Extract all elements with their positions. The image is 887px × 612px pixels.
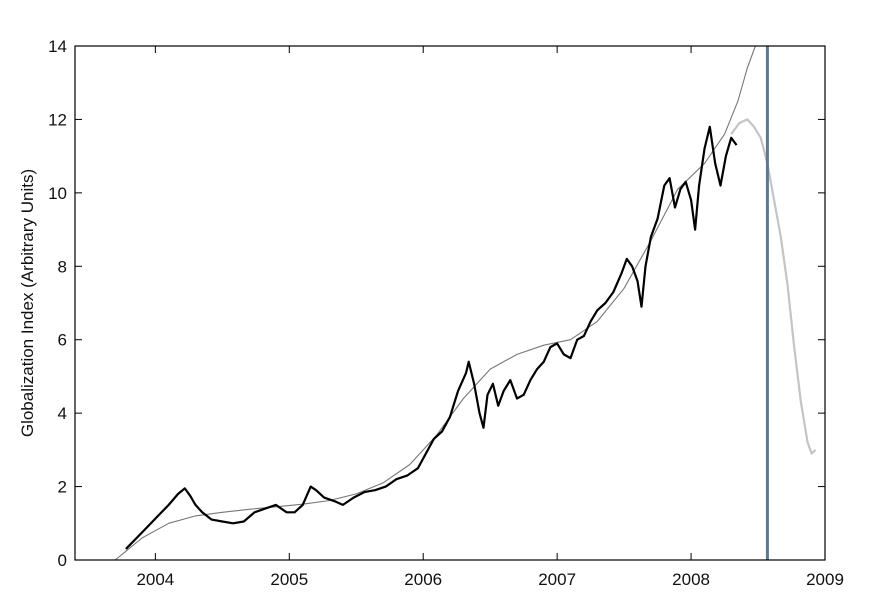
y-tick-label-10: 10 <box>48 184 67 203</box>
y-axis-label: Globalization Index (Arbitrary Units) <box>18 169 37 437</box>
x-tick-label-2007: 2007 <box>538 570 576 589</box>
ticks-layer: 2004 2005 2006 2007 2008 2009 0 2 4 6 8 10 12 14 <box>48 37 844 589</box>
x-tick-label-2008: 2008 <box>672 570 710 589</box>
series-line-fit <box>114 45 756 561</box>
y-tick-label-8: 8 <box>58 257 67 276</box>
y-tick-label-0: 0 <box>58 551 67 570</box>
y-tick-label-12: 12 <box>48 110 67 129</box>
y-tick-label-4: 4 <box>58 404 67 423</box>
y-tick-label-6: 6 <box>58 331 67 350</box>
plot-frame <box>74 45 826 561</box>
x-tick-label-2009: 2009 <box>806 570 844 589</box>
x-tick-label-2005: 2005 <box>270 570 308 589</box>
y-tick-label-14: 14 <box>48 37 67 56</box>
series-layer <box>114 45 817 561</box>
plot-background <box>75 46 825 560</box>
y-tick-label-2: 2 <box>58 478 67 497</box>
x-tick-label-2004: 2004 <box>136 570 174 589</box>
series-line-index <box>125 125 738 550</box>
series-line-projection <box>730 118 817 455</box>
x-tick-label-2006: 2006 <box>404 570 442 589</box>
